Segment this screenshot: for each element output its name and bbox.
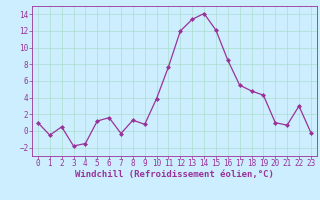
X-axis label: Windchill (Refroidissement éolien,°C): Windchill (Refroidissement éolien,°C) [75, 170, 274, 179]
